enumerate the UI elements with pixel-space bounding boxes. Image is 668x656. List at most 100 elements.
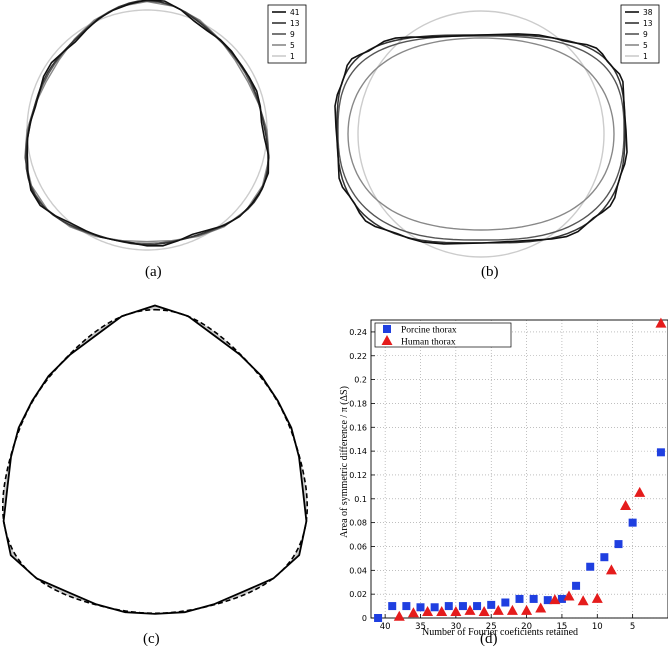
y-tick-label: 0 bbox=[362, 614, 367, 623]
panel-c-shapes bbox=[1, 304, 308, 615]
chart-legend: Porcine thorax Human thorax bbox=[374, 322, 512, 348]
porcine-point bbox=[543, 596, 552, 605]
symmetric-difference-area bbox=[2, 305, 308, 614]
y-tick-label: 0.24 bbox=[349, 328, 367, 337]
reconstructed-contour bbox=[1, 308, 308, 615]
contour-line bbox=[337, 35, 625, 241]
contour-line bbox=[24, 0, 270, 243]
legend-label: Human thorax bbox=[401, 338, 456, 348]
y-tick-label: 0.22 bbox=[349, 352, 367, 361]
human-point bbox=[549, 594, 561, 605]
human-point bbox=[620, 499, 632, 510]
porcine-point bbox=[444, 602, 453, 611]
x-tick-label: 5 bbox=[630, 622, 635, 632]
plot-background bbox=[371, 320, 668, 618]
panel-a-legend: 41 13 9 5 1 bbox=[267, 4, 307, 64]
caption-c: (c) bbox=[143, 631, 160, 647]
human-point bbox=[591, 592, 603, 603]
chart-plot-area: 0 0.02 0.04 0.06 0.08 0.1 0.12 0.14 0.16 0.18 0.2 0… bbox=[349, 317, 668, 632]
y-tick-label: 0.18 bbox=[349, 399, 367, 408]
panel-a-contours: 41 13 9 5 1 bbox=[24, 0, 307, 251]
human-point bbox=[450, 606, 462, 617]
plot-frame bbox=[370, 319, 668, 619]
legend-label: 5 bbox=[290, 41, 295, 50]
porcine-point bbox=[416, 603, 425, 612]
porcine-point bbox=[473, 602, 482, 611]
caption-d: (d) bbox=[480, 631, 498, 647]
x-tick-label: 15 bbox=[557, 622, 568, 632]
legend-marker bbox=[383, 325, 391, 333]
x-axis-label: Number of Fourier coeficients retained bbox=[422, 627, 578, 638]
y-tick-label: 0.16 bbox=[349, 423, 367, 432]
human-point bbox=[577, 595, 589, 606]
porcine-point bbox=[458, 602, 467, 611]
porcine-point bbox=[487, 600, 496, 609]
porcine-point bbox=[388, 602, 397, 611]
legend-label: Porcine thorax bbox=[401, 326, 457, 336]
y-tick-label: 0.14 bbox=[349, 447, 367, 456]
panel-b-contours: 38 13 9 5 1 bbox=[334, 4, 660, 258]
y-axis-label: Area of symmetric difference / π (ΔS) bbox=[339, 386, 350, 538]
porcine-point bbox=[614, 540, 623, 549]
legend-label: 13 bbox=[290, 19, 300, 28]
y-tick-label: 0.06 bbox=[349, 542, 367, 551]
x-tick-label: 20 bbox=[521, 622, 532, 632]
human-point bbox=[436, 606, 448, 617]
legend-marker bbox=[381, 335, 393, 345]
legend-label: 9 bbox=[290, 30, 295, 39]
human-point bbox=[634, 486, 646, 497]
y-tick-label: 0.02 bbox=[349, 590, 367, 599]
contour-line bbox=[347, 37, 615, 231]
x-tick-label: 25 bbox=[486, 622, 497, 632]
panel-b-legend: 38 13 9 5 1 bbox=[620, 4, 660, 64]
human-point bbox=[407, 607, 419, 618]
porcine-point bbox=[501, 598, 510, 607]
legend-box bbox=[374, 322, 512, 348]
human-point bbox=[535, 602, 547, 613]
porcine-point bbox=[529, 594, 538, 603]
porcine-point bbox=[586, 562, 595, 571]
porcine-point bbox=[515, 594, 524, 603]
porcine-point bbox=[628, 518, 637, 527]
porcine-point bbox=[557, 594, 566, 603]
x-tick-label: 10 bbox=[592, 622, 603, 632]
caption-b: (b) bbox=[481, 264, 499, 280]
contour-line bbox=[24, 0, 270, 245]
y-tick-label: 0.04 bbox=[349, 566, 367, 575]
legend-label: 9 bbox=[643, 30, 648, 39]
contour-line bbox=[25, 0, 269, 246]
human-point bbox=[492, 604, 504, 615]
human-point bbox=[563, 590, 575, 601]
human-point bbox=[464, 604, 476, 615]
porcine-point bbox=[402, 602, 411, 611]
legend-label: 41 bbox=[290, 8, 300, 17]
panel-c-symmetric-difference bbox=[1, 304, 308, 615]
panel-b-curves bbox=[334, 10, 628, 258]
porcine-point bbox=[374, 614, 383, 622]
human-point bbox=[393, 610, 405, 621]
human-point bbox=[655, 317, 667, 328]
original-contour bbox=[2, 304, 308, 615]
human-point bbox=[422, 606, 434, 617]
y-tick-label: 0.1 bbox=[354, 495, 367, 504]
human-point bbox=[506, 604, 518, 615]
porcine-point bbox=[600, 553, 609, 562]
legend-label: 38 bbox=[643, 8, 653, 17]
contour-line bbox=[26, 0, 270, 247]
porcine-point bbox=[656, 448, 665, 457]
x-tick-label: 35 bbox=[415, 622, 426, 632]
contour-line bbox=[357, 10, 605, 258]
contour-line bbox=[334, 33, 628, 245]
panel-d-chart: 0 0.02 0.04 0.06 0.08 0.1 0.12 0.14 0.16 0.18 0.2 0… bbox=[339, 317, 668, 638]
legend-label: 1 bbox=[643, 52, 648, 61]
legend-label: 1 bbox=[290, 52, 295, 61]
human-point bbox=[521, 604, 533, 615]
y-tick-label: 0.08 bbox=[349, 519, 367, 528]
x-tick-label: 30 bbox=[450, 622, 461, 632]
panel-a-curves bbox=[24, 0, 270, 251]
x-tick-label: 40 bbox=[380, 622, 391, 632]
human-point bbox=[478, 606, 490, 617]
legend-label: 5 bbox=[643, 41, 648, 50]
y-tick-label: 0.2 bbox=[354, 376, 367, 385]
human-point bbox=[605, 564, 617, 575]
